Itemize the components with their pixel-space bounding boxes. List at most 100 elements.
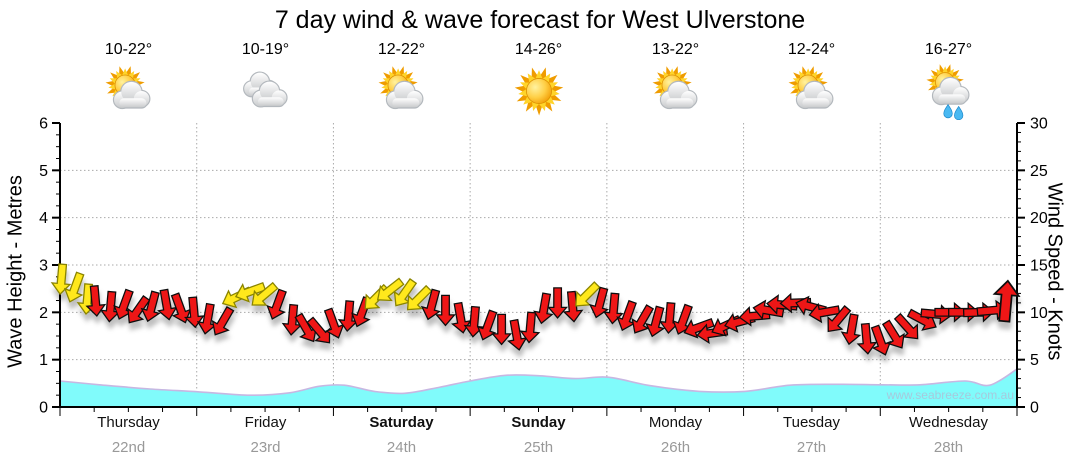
svg-text:20: 20 xyxy=(1030,210,1048,227)
wind-arrow xyxy=(533,292,554,325)
wind-arrow xyxy=(588,286,610,319)
wind-arrow xyxy=(63,271,85,303)
cloud-shape xyxy=(112,80,150,110)
wind-arrow xyxy=(140,290,161,323)
wind-arrow xyxy=(476,309,498,341)
day-date-label: 26th xyxy=(660,439,691,456)
wind-arrow xyxy=(893,312,919,340)
raindrop-icon xyxy=(942,103,953,119)
right-axis-tick-labels: 0 5 10 15 20 25 30 xyxy=(1030,116,1048,417)
day-header-sunday: 14-26° xyxy=(470,40,607,125)
wind-arrow xyxy=(631,304,655,334)
day-name-label: Saturday xyxy=(369,414,434,431)
wind-arrow xyxy=(435,294,456,327)
day-date-label: 27th xyxy=(796,439,827,456)
wind-arrow xyxy=(519,311,541,344)
sun-disc xyxy=(525,78,552,104)
wind-arrow xyxy=(406,284,433,311)
sun-cloud-icon xyxy=(788,66,833,110)
left-axis-title: Wave Height - Metres xyxy=(4,175,27,368)
wind-arrow xyxy=(562,290,584,323)
temp-range-label: 14-26° xyxy=(514,41,563,58)
raindrop-icon xyxy=(953,105,963,121)
cloud-shape xyxy=(385,80,423,110)
wind-arrow xyxy=(234,281,267,303)
day-name-label: Sunday xyxy=(511,414,566,431)
svg-text:25: 25 xyxy=(1030,163,1048,180)
watermark: www.seabreeze.com.au xyxy=(886,388,1014,402)
temp-range-label: 16-27° xyxy=(924,41,973,58)
svg-text:10: 10 xyxy=(1030,305,1048,322)
day-header-monday: 13-22° xyxy=(607,40,744,125)
wind-arrow xyxy=(683,317,715,339)
day-date-label: 25th xyxy=(523,439,554,456)
wind-arrow xyxy=(211,306,235,336)
day-name-label: Tuesday xyxy=(783,414,840,431)
wind-arrow xyxy=(808,302,841,324)
wind-arrow xyxy=(645,305,666,338)
sun-icon xyxy=(514,67,563,116)
cloud-shape xyxy=(659,80,697,110)
wind-arrow xyxy=(376,277,405,302)
svg-text:4: 4 xyxy=(39,210,48,227)
wind-arrow xyxy=(420,288,441,321)
axes xyxy=(52,122,1025,416)
svg-text:0: 0 xyxy=(39,400,48,417)
wind-arrow xyxy=(752,299,785,320)
cloud-shape xyxy=(931,76,969,106)
svg-text:2: 2 xyxy=(39,305,48,322)
wind-arrow xyxy=(547,287,569,319)
wind-arrow xyxy=(856,322,878,355)
svg-text:5: 5 xyxy=(39,163,48,180)
day-date-label: 28th xyxy=(933,439,964,456)
page-title: 7 day wind & wave forecast for West Ulve… xyxy=(274,6,806,34)
sun-cloud-icon xyxy=(378,66,423,110)
wind-arrow xyxy=(127,295,151,324)
svg-text:6: 6 xyxy=(39,116,48,133)
temp-range-label: 12-24° xyxy=(787,41,836,58)
cloud-shape xyxy=(251,80,288,108)
wave-height-area xyxy=(60,369,1017,407)
sun-cloud-icon xyxy=(105,66,150,110)
cloud-shape xyxy=(795,80,833,110)
wind-arrow xyxy=(183,296,205,329)
wind-arrow xyxy=(251,281,279,306)
wind-arrow xyxy=(881,319,905,349)
wind-arrows xyxy=(50,263,1021,356)
day-header-thursday: 10-22° xyxy=(60,40,197,125)
svg-text:1: 1 xyxy=(39,352,48,369)
day-header-saturday: 12-22° xyxy=(333,40,470,125)
clouds-icon xyxy=(242,71,288,108)
svg-text:30: 30 xyxy=(1030,116,1048,133)
wind-arrow xyxy=(827,305,852,333)
day-header-tuesday: 12-24° xyxy=(743,40,880,125)
svg-text:5: 5 xyxy=(1030,352,1039,369)
gridlines xyxy=(60,123,1017,407)
wind-arrow xyxy=(992,279,1021,323)
day-name-label: Monday xyxy=(648,414,703,431)
wind-arrow xyxy=(266,288,287,320)
wind-arrow xyxy=(50,263,72,296)
day-header-friday: 10-19° xyxy=(197,40,334,125)
day-name-label: Thursday xyxy=(97,414,160,431)
day-date-label: 23rd xyxy=(250,439,281,456)
temp-range-label: 10-22° xyxy=(104,41,153,58)
svg-text:3: 3 xyxy=(39,258,48,275)
day-date-label: 22nd xyxy=(111,439,146,456)
left-axis-tick-labels: 0 1 2 3 4 5 6 xyxy=(39,116,48,417)
wind-arrow xyxy=(870,324,892,356)
wind-arrow xyxy=(602,292,624,325)
svg-text:0: 0 xyxy=(1030,400,1039,417)
sun-cloud-icon xyxy=(652,66,697,110)
sun-cloud-rain-icon xyxy=(925,64,969,121)
temp-range-label: 10-19° xyxy=(241,41,290,58)
day-name-label: Friday xyxy=(244,414,287,431)
wave-height-line xyxy=(60,368,1017,397)
temp-range-label: 13-22° xyxy=(651,41,700,58)
svg-text:15: 15 xyxy=(1030,258,1048,275)
day-date-label: 24th xyxy=(386,439,417,456)
right-axis-title: Wind Speed - Knots xyxy=(1043,182,1066,361)
day-name-label: Wednesday xyxy=(909,414,988,431)
